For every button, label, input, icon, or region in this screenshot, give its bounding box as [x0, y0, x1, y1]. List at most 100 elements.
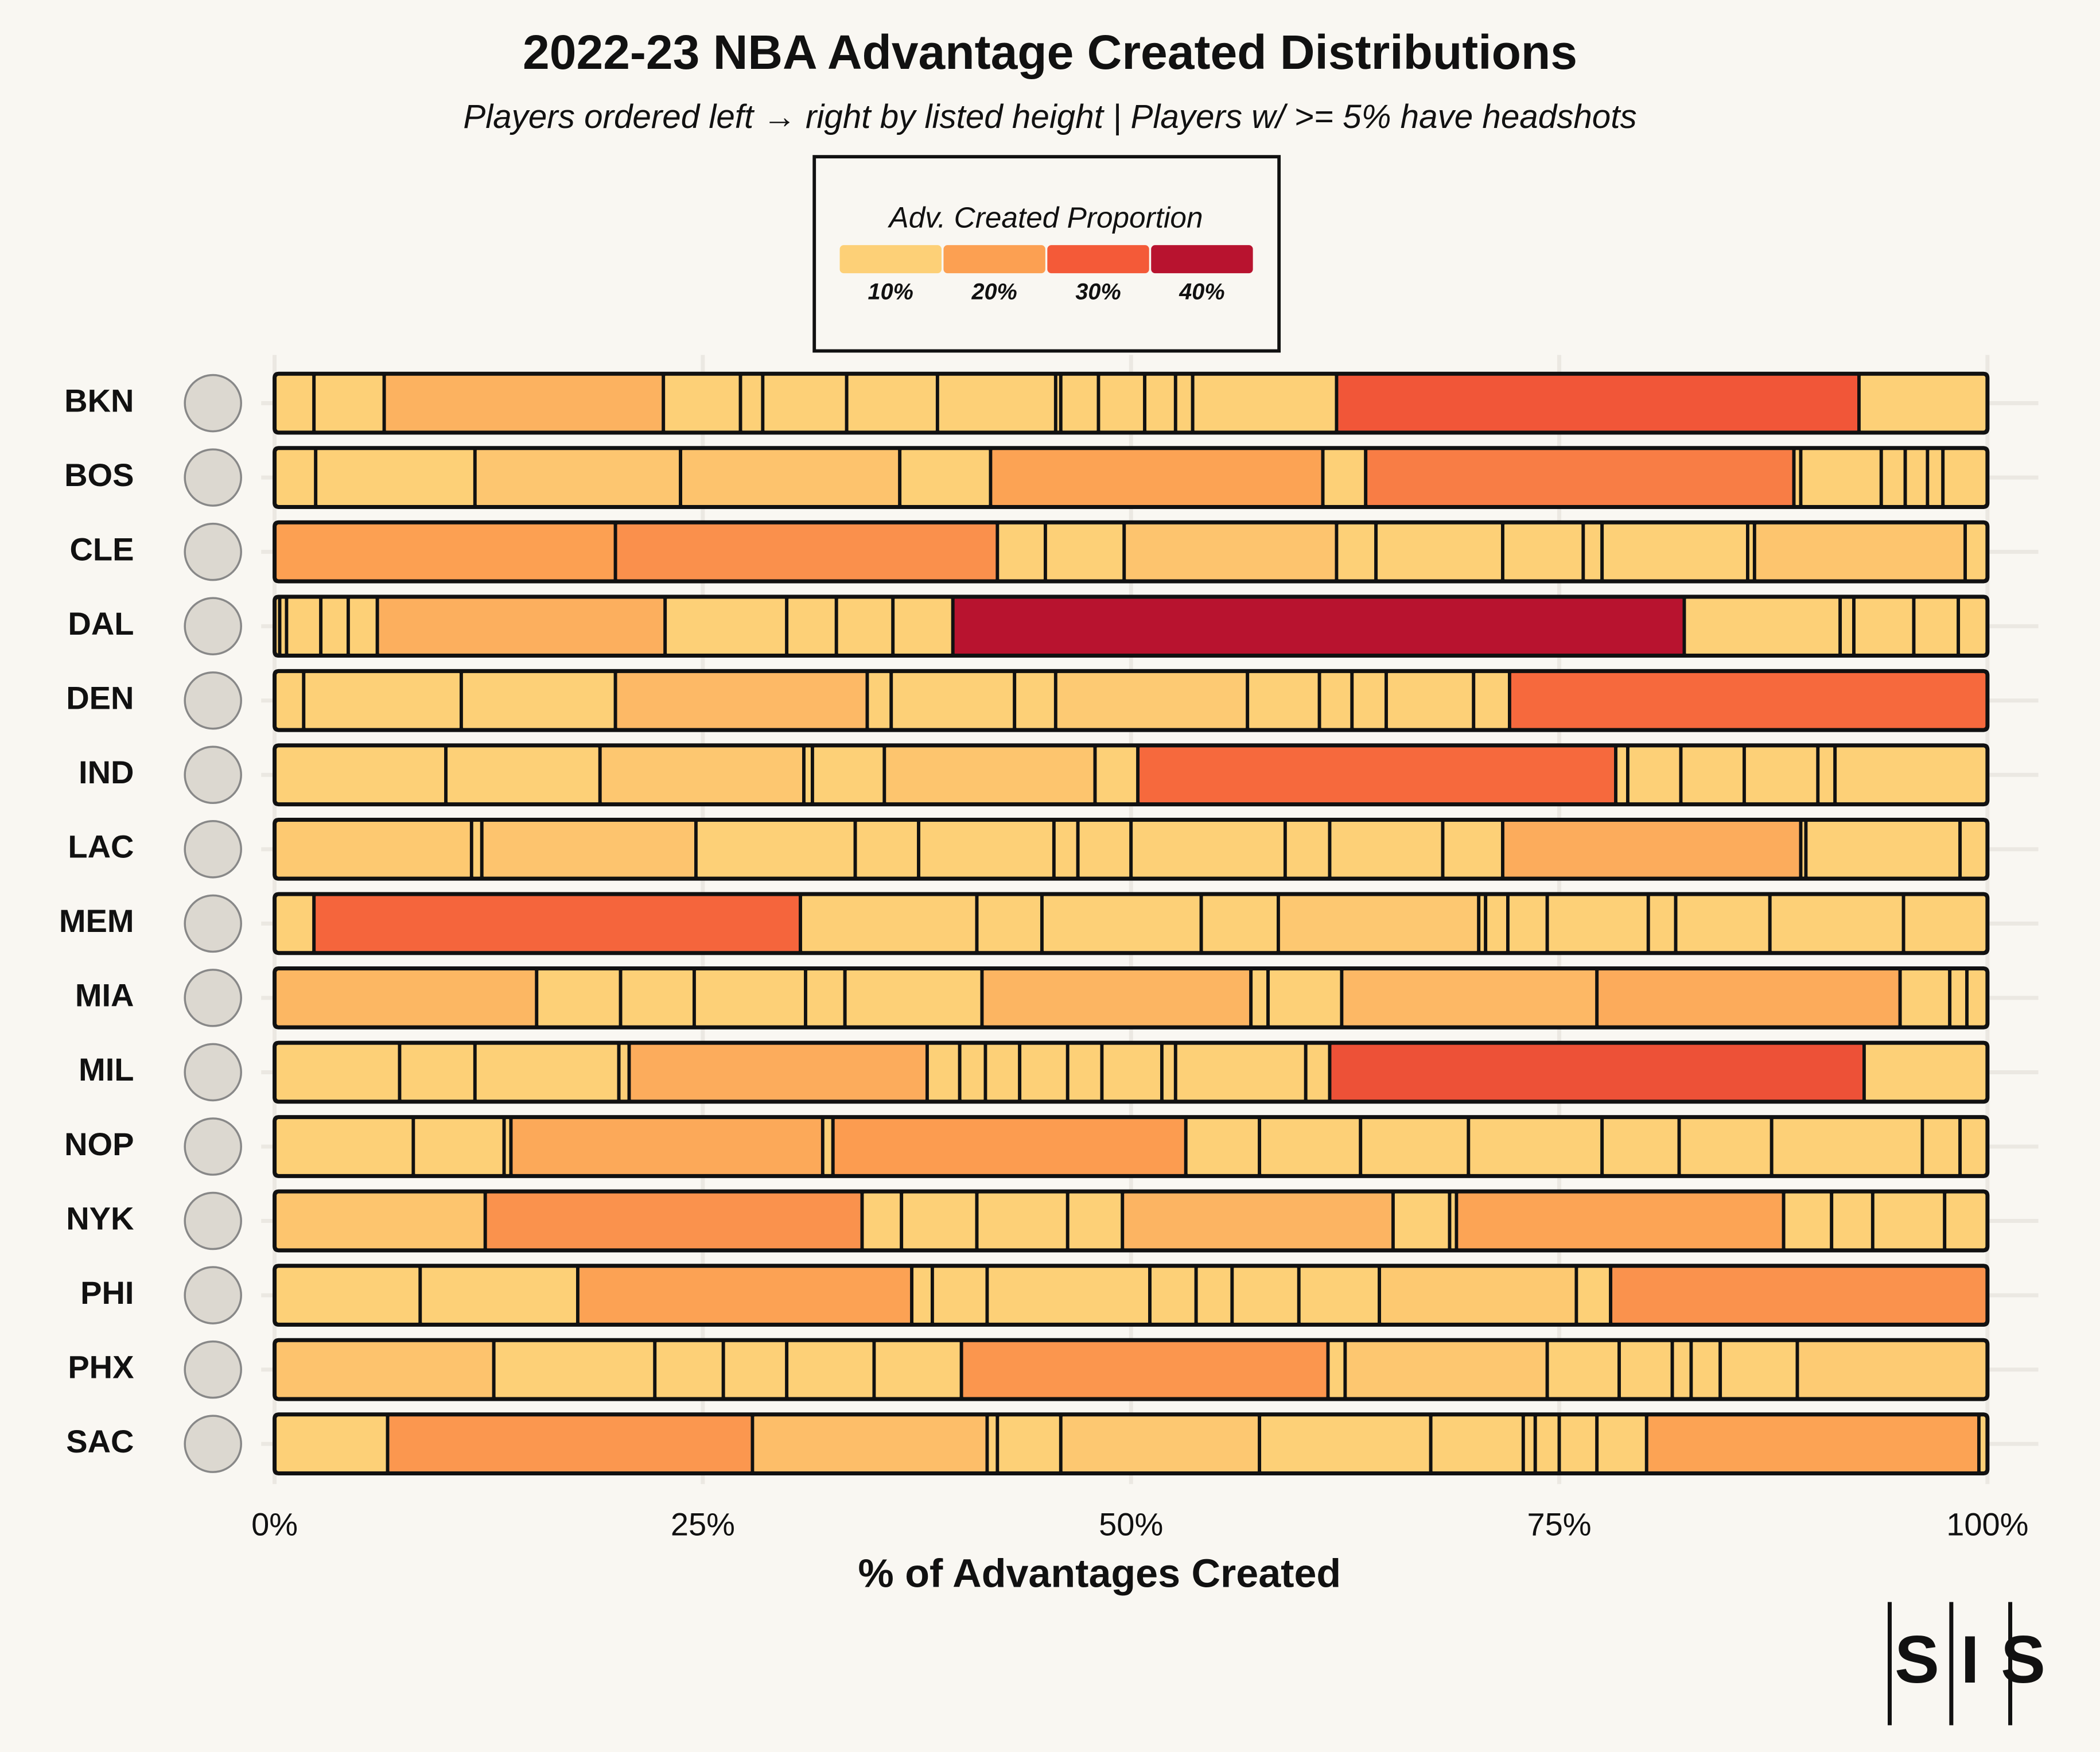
segment	[1782, 1190, 1834, 1252]
segment	[1595, 1412, 1648, 1475]
segment	[1364, 446, 1796, 509]
segment	[1194, 1264, 1234, 1327]
segment	[1677, 1115, 1774, 1178]
chart-subtitle: Players ordered left → right by listed h…	[463, 98, 1636, 136]
row-outline	[273, 1115, 1990, 1178]
segment	[1335, 372, 1861, 434]
row-outline	[273, 520, 1990, 584]
team-label: BOS	[64, 457, 134, 493]
segment	[319, 595, 350, 658]
row-outline	[273, 371, 1990, 435]
segment	[1600, 1115, 1681, 1178]
segment	[761, 372, 849, 434]
segment	[865, 669, 893, 732]
segment	[1249, 966, 1270, 1030]
segment	[985, 1264, 1152, 1327]
segment	[1059, 372, 1100, 434]
segment	[1391, 1190, 1452, 1252]
segment	[910, 1264, 934, 1327]
segment	[1533, 1412, 1561, 1475]
legend-box	[812, 155, 1281, 353]
segment	[492, 1338, 657, 1401]
segment	[1838, 595, 1856, 658]
segment	[273, 1338, 496, 1401]
segment	[1617, 1338, 1674, 1401]
segment	[1804, 818, 1962, 881]
team-logo	[184, 374, 242, 433]
team-label: NYK	[66, 1200, 134, 1236]
segment	[900, 1190, 979, 1252]
segment	[1283, 818, 1332, 881]
segment	[1501, 818, 1803, 881]
segment	[1044, 520, 1126, 583]
segment	[273, 966, 539, 1030]
segment	[285, 595, 323, 658]
segment	[1795, 1338, 1989, 1401]
team-label: MEM	[59, 903, 134, 939]
segment	[804, 966, 847, 1030]
segment	[273, 446, 318, 509]
segment	[1799, 446, 1883, 509]
segment	[663, 595, 789, 658]
segment	[1903, 446, 1930, 509]
team-logo	[184, 820, 242, 879]
legend-swatch	[1047, 245, 1149, 274]
team-logo	[184, 1266, 242, 1324]
segment	[785, 595, 838, 658]
segment	[1343, 1338, 1549, 1401]
segment	[1600, 520, 1749, 583]
team-logo	[184, 969, 242, 1027]
team-label: DAL	[68, 605, 134, 642]
segment	[951, 595, 1686, 658]
segment	[418, 1264, 580, 1327]
segment	[1059, 1412, 1262, 1475]
segment	[1340, 966, 1599, 1030]
segment	[1958, 818, 1989, 881]
segment	[1506, 892, 1549, 955]
segment	[1317, 669, 1354, 732]
segment	[273, 1264, 422, 1327]
segment	[799, 892, 979, 955]
segment	[1674, 892, 1772, 955]
chart-title: 2022-23 NBA Advantage Created Distributi…	[523, 25, 1577, 79]
segment	[1160, 1041, 1177, 1104]
segment	[273, 744, 448, 806]
segment	[273, 892, 316, 955]
team-logo	[184, 597, 242, 655]
segment	[1816, 744, 1837, 806]
segment	[1143, 372, 1177, 434]
segment	[1595, 966, 1902, 1030]
segment	[1862, 1041, 1989, 1104]
segment	[1670, 1338, 1693, 1401]
source-logo: SIS	[1895, 1622, 2067, 1697]
segment	[613, 520, 1000, 583]
team-logo	[184, 1043, 242, 1102]
segment	[1958, 1115, 1989, 1178]
segment	[1472, 669, 1511, 732]
segment	[1385, 669, 1476, 732]
segment	[1965, 966, 1989, 1030]
segment	[1335, 520, 1378, 583]
segment	[1277, 892, 1481, 955]
segment	[930, 1264, 989, 1327]
segment	[1230, 1264, 1301, 1327]
team-logo	[184, 1191, 242, 1250]
segment	[1646, 892, 1678, 955]
segment	[891, 595, 955, 658]
segment	[1912, 595, 1961, 658]
segment	[1040, 892, 1203, 955]
segment	[860, 1190, 904, 1252]
segment	[598, 744, 806, 806]
segment	[750, 1412, 989, 1475]
segment	[1948, 966, 1969, 1030]
segment	[1121, 1190, 1395, 1252]
row-outline	[273, 1338, 1990, 1401]
team-label: PHI	[80, 1275, 134, 1311]
legend-label: 30%	[1075, 279, 1121, 305]
segment	[1359, 1115, 1471, 1178]
segment	[1173, 372, 1195, 434]
segment	[619, 966, 696, 1030]
team-logo	[184, 671, 242, 730]
